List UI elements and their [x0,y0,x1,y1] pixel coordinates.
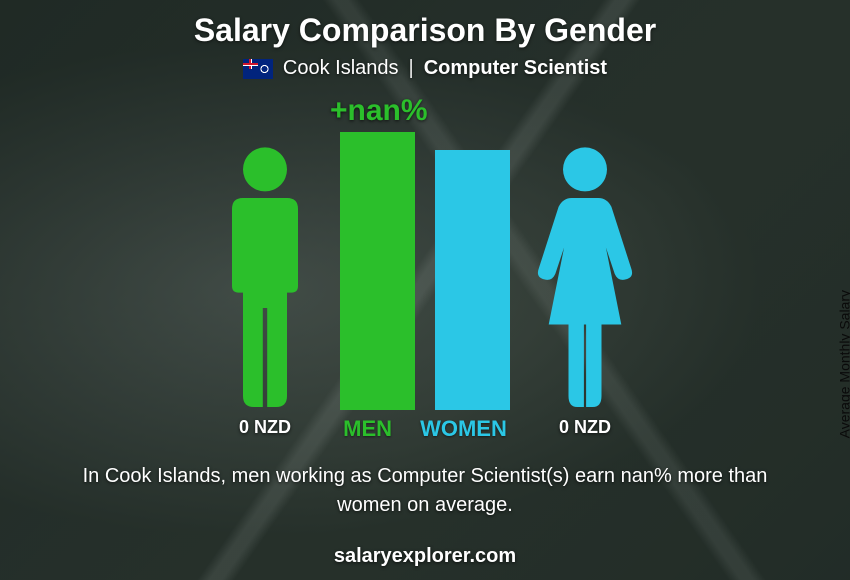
y-axis-label: Average Monthly Salary [836,290,850,438]
figure-row: 0 NZD 0 NZD [145,130,705,410]
source-footer: salaryexplorer.com [0,545,850,568]
location-text: Cook Islands [283,57,399,80]
women-label: WOMEN [420,416,507,442]
page-title: Salary Comparison By Gender [0,0,850,49]
men-label: MEN [343,416,392,442]
flag-icon [243,59,273,79]
men-figure: 0 NZD [210,140,320,410]
separator: | [409,57,414,80]
man-icon [210,140,320,410]
women-figure: 0 NZD [530,140,640,410]
subtitle-row: Cook Islands | Computer Scientist [0,57,850,80]
difference-label: +nan% [330,94,428,128]
chart-area: +nan% 0 NZD 0 NZD MEN WOMEN [145,94,705,444]
category-labels: MEN WOMEN [145,416,705,442]
infographic-container: Salary Comparison By Gender Cook Islands… [0,0,850,580]
occupation-text: Computer Scientist [424,57,607,80]
men-bar [340,132,415,410]
woman-icon [530,140,640,410]
women-bar [435,150,510,410]
summary-text: In Cook Islands, men working as Computer… [60,462,790,520]
